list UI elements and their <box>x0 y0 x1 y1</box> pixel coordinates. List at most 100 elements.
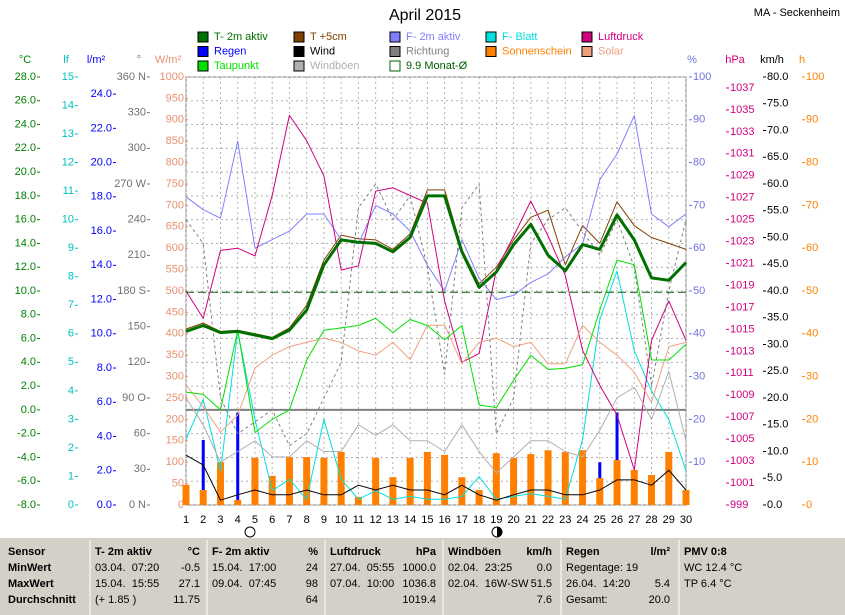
axis-tick-label: 75.0 <box>767 98 788 110</box>
axis-tick-label: 14.0 <box>91 259 112 271</box>
x-tick-label: 13 <box>387 514 399 526</box>
axis-tick-label: 4.0 <box>97 430 112 442</box>
axis-tick-label: 18.0 <box>15 190 36 202</box>
axis-unit: °C <box>19 54 31 66</box>
bar <box>648 475 656 505</box>
axis-unit: % <box>687 54 697 66</box>
axis-unit: lf <box>63 54 69 66</box>
x-tick-label: 10 <box>335 514 347 526</box>
moon-shade <box>497 527 502 537</box>
table-cell: TP 6.4 °C <box>684 578 732 590</box>
bar <box>236 412 240 505</box>
table-cell: (+ 1.85 ) <box>95 594 136 606</box>
table-header-cell: l/m² <box>650 546 670 558</box>
x-tick-label: 3 <box>217 514 223 526</box>
table-cell: 27.1 <box>179 578 200 590</box>
axis-tick-label: 70 <box>693 199 705 211</box>
axis-tick-label: 2 <box>68 442 74 454</box>
axis-tick-label: -6.0 <box>17 475 36 487</box>
axis-tick-label: 850 <box>166 135 184 147</box>
moon-full <box>244 526 256 538</box>
table-cell: 64 <box>306 594 318 606</box>
axis-unit: W/m² <box>155 54 182 66</box>
axis-tick-label: 450 <box>166 306 184 318</box>
bar <box>579 450 587 505</box>
table-cell: Gesamt: <box>566 594 608 606</box>
legend-label: Sonnenschein <box>502 45 572 57</box>
axis-tick-label: 40.0 <box>767 285 788 297</box>
axis-tick-label: 10.0 <box>15 285 36 297</box>
axis-tick-label: 0 <box>178 499 184 511</box>
axis-tick-label: 14.0 <box>15 237 36 249</box>
axis-tick-label: 8 <box>68 271 74 283</box>
table-header-cell: °C <box>188 546 200 558</box>
bar <box>665 451 673 505</box>
axis-tick-label: 0.0 <box>21 404 36 416</box>
x-tick-label: 29 <box>663 514 675 526</box>
x-tick-label: 8 <box>304 514 310 526</box>
axis-tick-label: 300 <box>128 142 146 154</box>
series-line <box>185 370 687 474</box>
table-cell: 26.04. 14:20 <box>566 578 630 590</box>
bar <box>492 453 500 505</box>
bar <box>527 454 535 505</box>
axis-tick-label: 55.0 <box>767 205 788 217</box>
table-cell: Durchschnitt <box>8 594 76 606</box>
x-tick-label: 26 <box>611 514 623 526</box>
axis-tick-label: 12.0 <box>91 293 112 305</box>
axis-tick-label: 2.0 <box>21 380 36 392</box>
axis-tick-label: 1 <box>68 470 74 482</box>
table-cell: 07.04. 10:00 <box>330 578 394 590</box>
table-header-cell: PMV 0:8 <box>684 546 727 558</box>
axis-tick-label: 8.0 <box>21 309 36 321</box>
legend-label: Luftdruck <box>598 31 644 43</box>
axis-tick-label: 1009 <box>730 389 754 401</box>
table-cell: 51.5 <box>531 578 552 590</box>
axis-tick-label: 80.0 <box>767 71 788 83</box>
bar <box>441 454 449 505</box>
axis-tick-label: 6.0 <box>21 332 36 344</box>
bar <box>682 490 690 505</box>
axis-tick-label: 18.0 <box>91 191 112 203</box>
axis-tick-label: 360 N <box>117 71 146 83</box>
axis-tick-label: 0 N <box>129 499 146 511</box>
series-line <box>185 454 687 501</box>
bar <box>199 490 207 505</box>
axis-tick-label: 1023 <box>730 236 754 248</box>
bar <box>303 457 311 505</box>
axis-tick-label: 750 <box>166 178 184 190</box>
table-cell: 5.4 <box>655 578 670 590</box>
table-cell: 24 <box>306 562 318 574</box>
table-header-cell: % <box>308 546 318 558</box>
legend-swatch <box>197 60 209 72</box>
bar <box>389 477 397 505</box>
axis-tick-label: 1029 <box>730 170 754 182</box>
axis-tick-label: 1019 <box>730 279 754 291</box>
axis-tick-label: 1033 <box>730 126 754 138</box>
axis-tick-label: 330 <box>128 107 146 119</box>
bar <box>475 490 483 505</box>
axis-tick-label: -4.0 <box>17 451 36 463</box>
axis-tick-label: 22.0 <box>15 142 36 154</box>
x-tick-label: 2 <box>200 514 206 526</box>
axis-tick-label: 60 <box>806 242 818 254</box>
axis-tick-label: 1007 <box>730 411 754 423</box>
legend-label: T- 2m aktiv <box>214 31 268 43</box>
x-tick-label: 22 <box>542 514 554 526</box>
table-background <box>0 538 845 615</box>
table-cell: 0.0 <box>537 562 552 574</box>
table-cell: 09.04. 07:45 <box>212 578 276 590</box>
axis-unit: h <box>799 54 805 66</box>
axis-tick-label: 500 <box>166 285 184 297</box>
bar <box>216 462 224 505</box>
axis-tick-label: 40 <box>693 328 705 340</box>
axis-tick-label: 1037 <box>730 82 754 94</box>
axis-tick-label: 13 <box>62 128 74 140</box>
series-line <box>185 183 687 447</box>
series-line <box>185 324 687 433</box>
axis-tick-label: 10.0 <box>91 328 112 340</box>
table-header-cell: T- 2m aktiv <box>95 546 153 558</box>
bar <box>561 451 569 505</box>
table-cell: WC 12.4 °C <box>684 562 742 574</box>
